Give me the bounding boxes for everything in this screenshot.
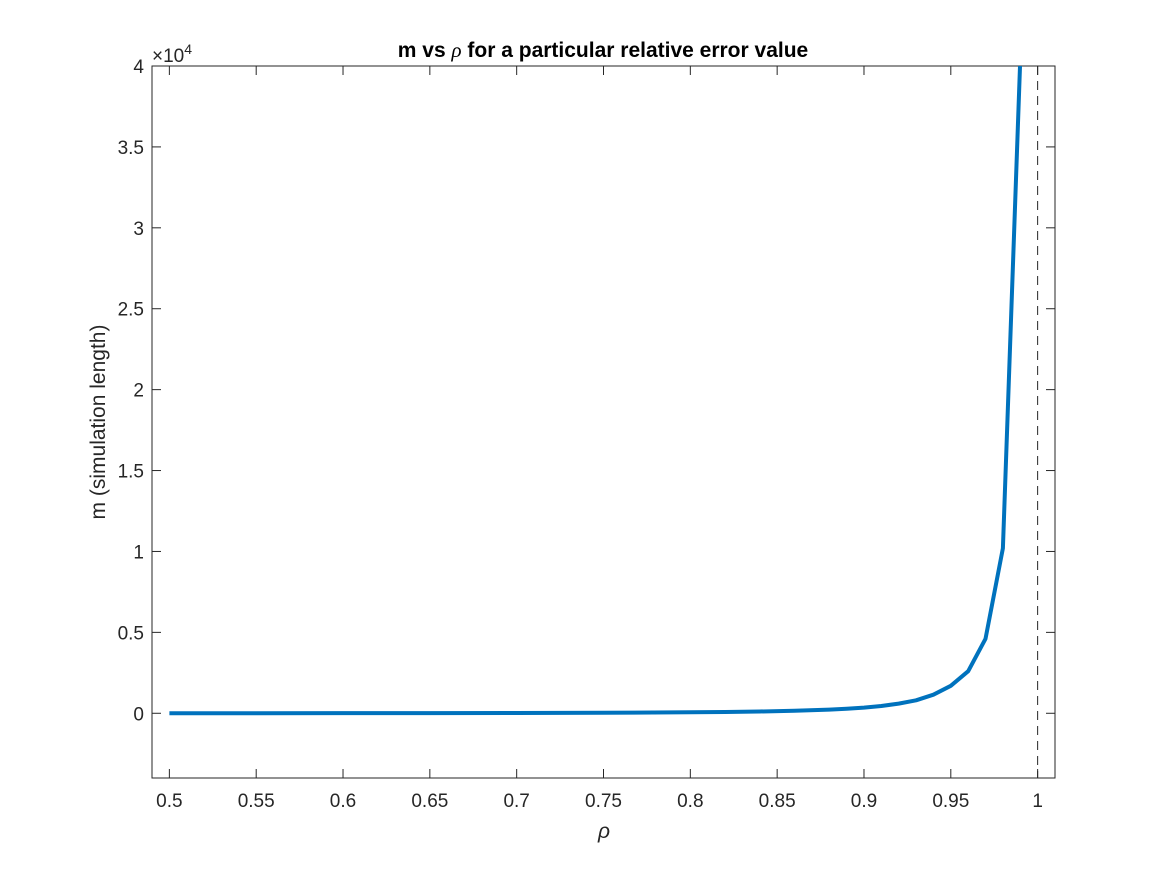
chart-title-prefix: m vs xyxy=(398,39,452,62)
y-tick-label: 4 xyxy=(133,57,144,78)
x-tick-label: 0.7 xyxy=(503,791,529,812)
x-tick-label: 0.65 xyxy=(411,791,448,812)
x-tick-label: 1 xyxy=(1032,791,1043,812)
y-tick-label: 2.5 xyxy=(118,300,144,321)
x-tick-label: 0.8 xyxy=(677,791,703,812)
chart-marks: 0.5 0.55 0.6 0.65 0.7 0.75 0.8 0.85 0.9 0.95 1 0 0.5… xyxy=(118,57,1056,812)
x-tick-label: 0.75 xyxy=(585,791,622,812)
x-tick-label: 0.9 xyxy=(851,791,877,812)
chart-title-symbol: ρ xyxy=(450,38,461,62)
y-tick-label: 3 xyxy=(133,219,144,240)
x-tick-label: 0.5 xyxy=(156,791,182,812)
y-tick-label: 1 xyxy=(133,542,144,563)
y-tick-label: 2 xyxy=(133,381,144,402)
y-tick-label: 0 xyxy=(133,704,144,725)
x-axis-label: ρ xyxy=(597,820,610,843)
x-tick-label: 0.6 xyxy=(330,791,356,812)
y-tick-label: 0.5 xyxy=(118,623,144,644)
y-axis-label: m (simulation length) xyxy=(87,325,110,520)
chart-title: m vs ρ for a particular relative error v… xyxy=(398,38,808,62)
y-exponent-label: ×104 xyxy=(152,41,192,67)
y-exponent-base: ×10 xyxy=(152,46,184,67)
x-tick-label: 0.85 xyxy=(759,791,796,812)
x-tick-label: 0.95 xyxy=(932,791,969,812)
y-exponent-power: 4 xyxy=(184,41,192,57)
y-tick-label: 3.5 xyxy=(118,138,144,159)
x-tick-label: 0.55 xyxy=(238,791,275,812)
plot-frame xyxy=(151,65,1056,779)
y-tick-label: 1.5 xyxy=(118,462,144,483)
series-line xyxy=(169,66,1023,716)
chart-title-suffix: for a particular relative error value xyxy=(462,39,809,62)
